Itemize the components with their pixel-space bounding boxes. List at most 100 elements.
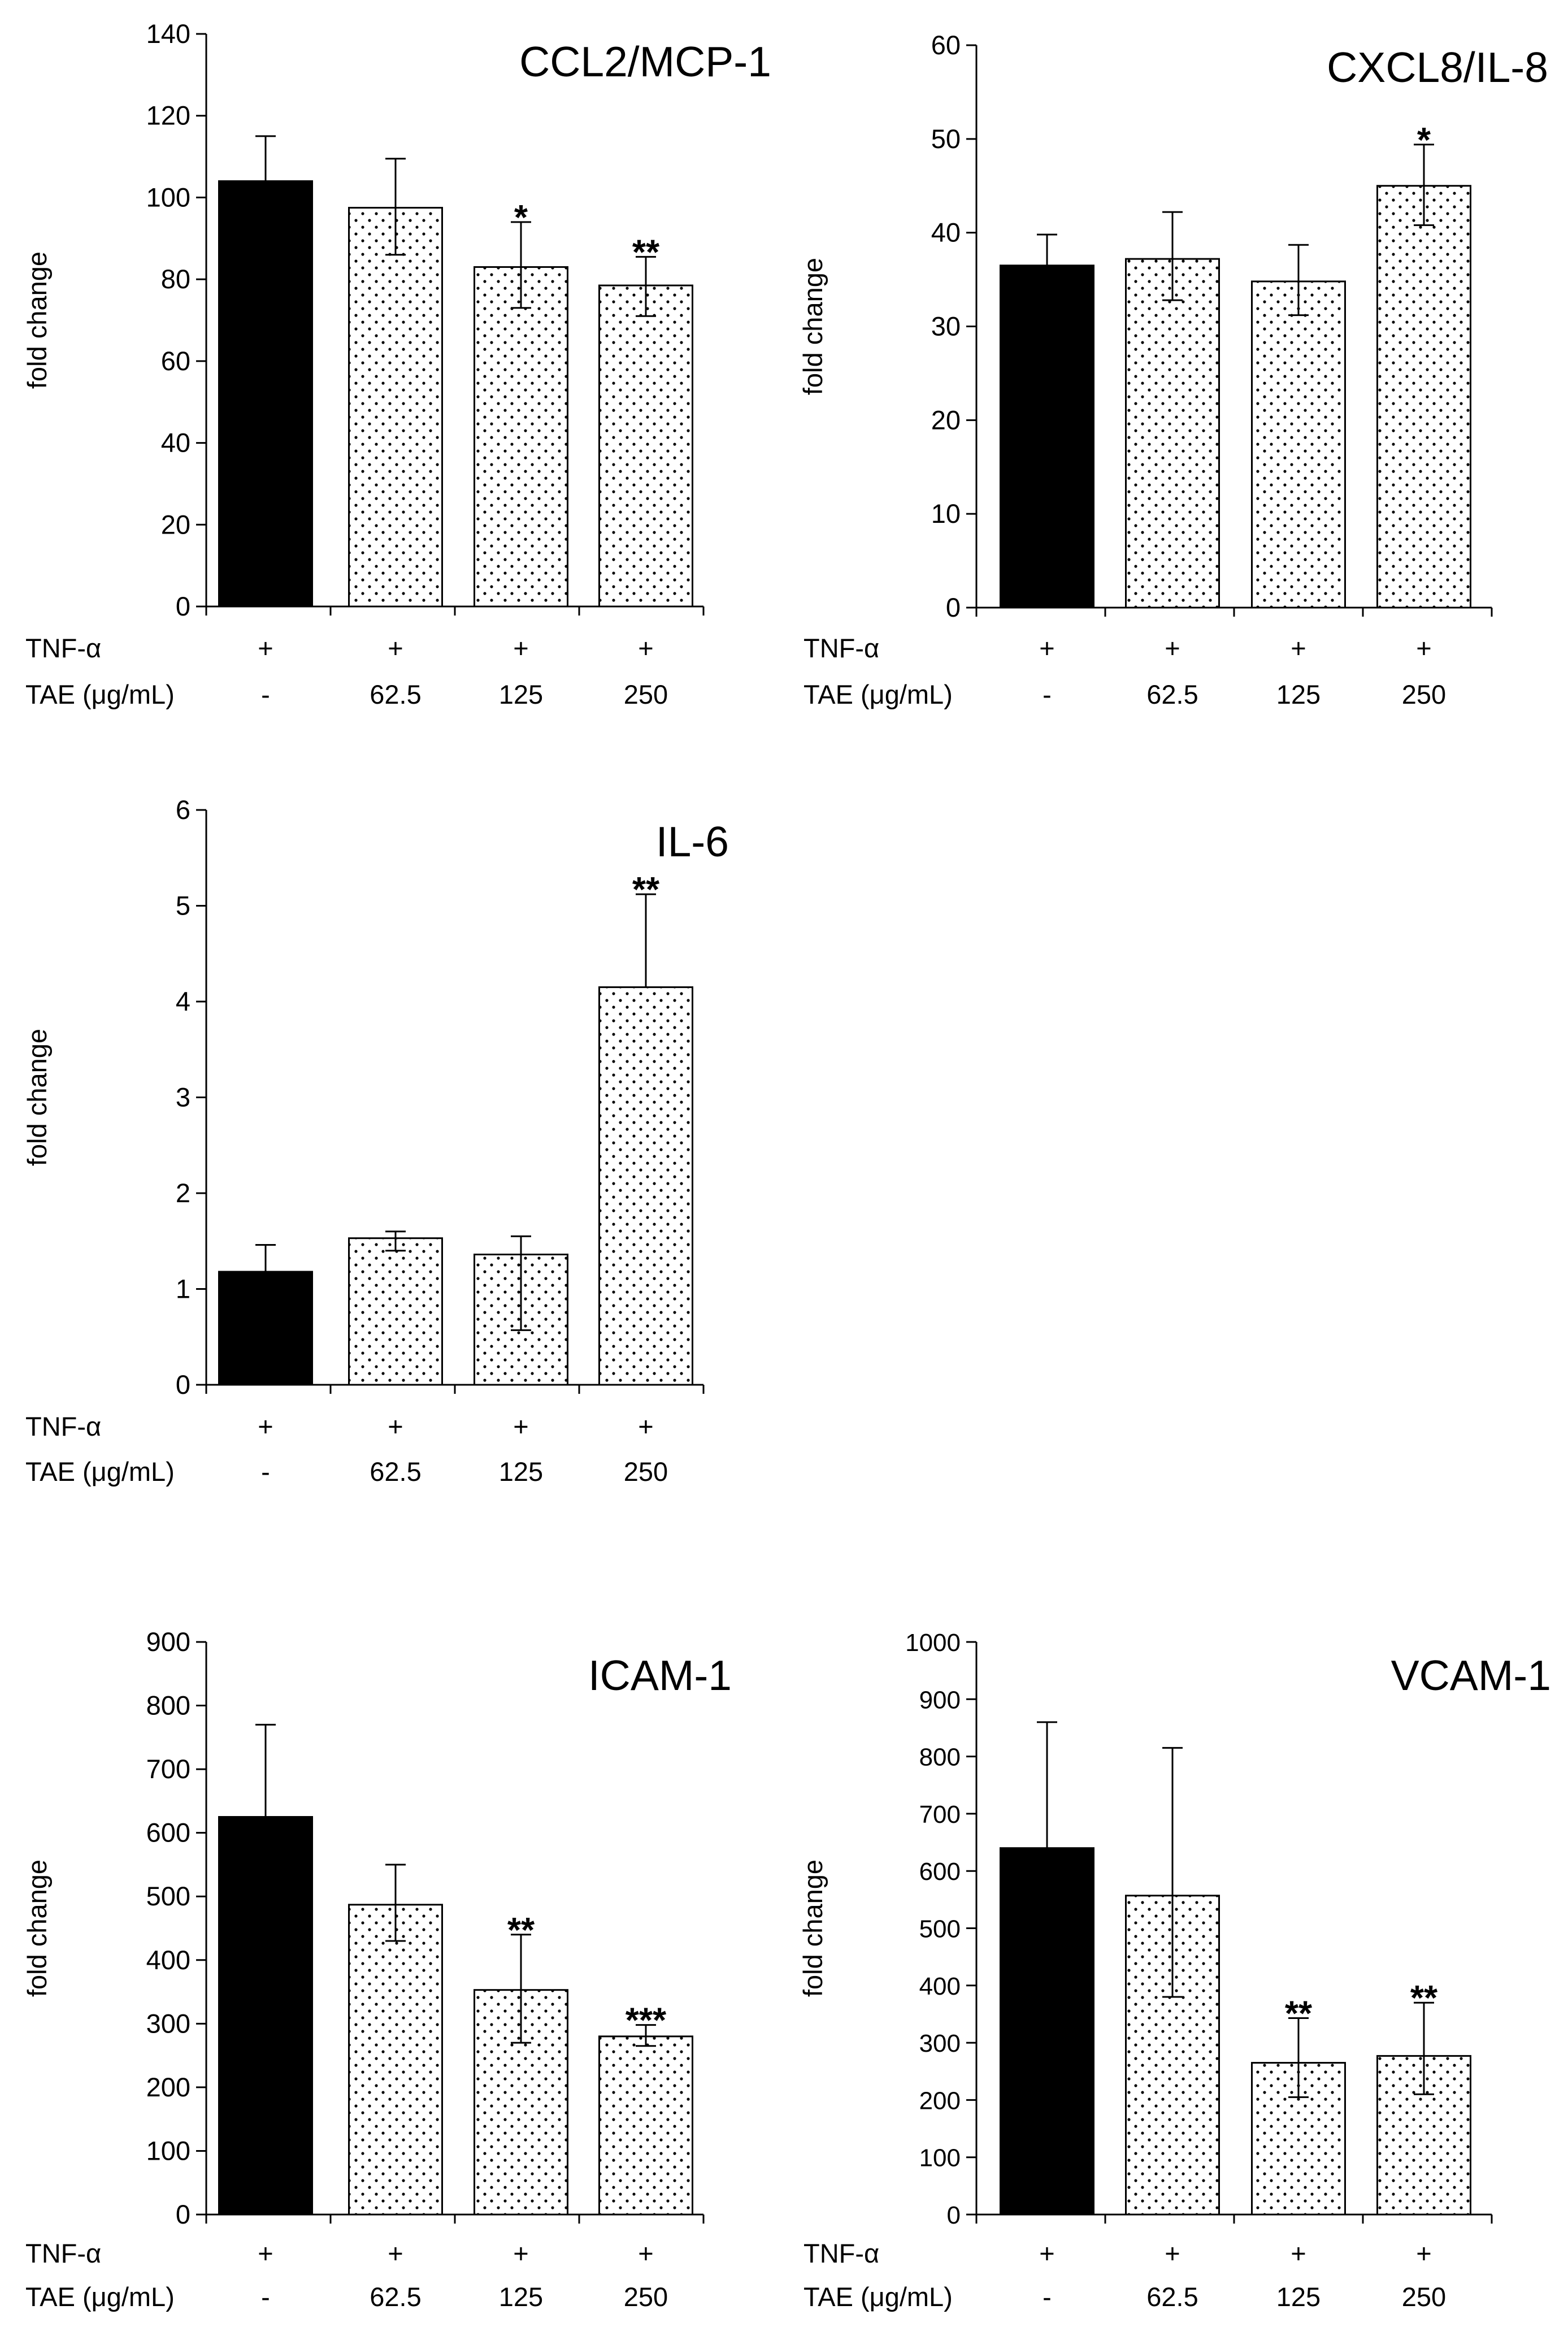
treatment-value: + bbox=[258, 1411, 273, 1441]
treatment-row-label: TNF-α bbox=[25, 633, 101, 663]
treatment-value: + bbox=[1291, 2238, 1306, 2268]
y-tick-label: 700 bbox=[146, 1754, 190, 1784]
bar bbox=[474, 266, 568, 608]
y-tick-label: 100 bbox=[146, 182, 190, 212]
dose-label: 125 bbox=[1276, 679, 1321, 709]
y-axis-title: fold change bbox=[798, 258, 828, 395]
chart-panel-5: 0 100 200 300 400 500 600 700 800 900 1000 fold cha… bbox=[798, 1629, 1551, 2312]
dose-label: 62.5 bbox=[370, 2282, 421, 2312]
y-tick-label: 10 bbox=[931, 499, 961, 528]
y-tick-label: 1 bbox=[176, 1274, 190, 1304]
significance-mark: ** bbox=[632, 233, 660, 272]
dose-label: 125 bbox=[499, 1457, 543, 1487]
significance-mark: * bbox=[1417, 121, 1431, 160]
chart-title: ICAM-1 bbox=[588, 1652, 732, 1699]
significance-mark: ** bbox=[1410, 1979, 1438, 2018]
chart-panel-2: 0 10 20 30 40 50 60 fold change CXCL8/IL-8 + - +62.… bbox=[798, 30, 1548, 709]
treatment-row-label: TNF-α bbox=[25, 1411, 101, 1441]
treatment-row-label: TNF-α bbox=[803, 2238, 879, 2268]
y-tick-label: 200 bbox=[919, 2087, 961, 2114]
dose-label: - bbox=[1043, 679, 1052, 709]
dose-label: 125 bbox=[499, 679, 543, 709]
y-tick-label: 20 bbox=[161, 509, 190, 539]
y-tick-label: 600 bbox=[146, 1818, 190, 1848]
y-tick-label: 400 bbox=[146, 1945, 190, 1975]
bar bbox=[218, 180, 313, 608]
treatment-value: + bbox=[1416, 633, 1431, 663]
y-tick-label: 800 bbox=[919, 1744, 961, 1771]
y-tick-label: 80 bbox=[161, 264, 190, 294]
dose-label: 250 bbox=[1402, 2282, 1446, 2312]
treatment-value: + bbox=[388, 633, 403, 663]
y-tick-label: 60 bbox=[931, 30, 961, 60]
chart-panel-4: 0 100 200 300 400 500 600 700 800 900 fold change I… bbox=[22, 1627, 732, 2312]
treatment-value: + bbox=[638, 2238, 653, 2268]
y-tick-label: 40 bbox=[931, 218, 961, 248]
dose-label: - bbox=[1043, 2282, 1052, 2312]
dose-label: 62.5 bbox=[370, 679, 421, 709]
chart-panel-1: 0 20 40 60 80 100 120 140 fold change CCL2/MCP-1 +… bbox=[22, 19, 771, 709]
y-tick-label: 500 bbox=[919, 1916, 961, 1943]
y-axis-title: fold change bbox=[22, 1860, 52, 1997]
y-tick-label: 0 bbox=[947, 2202, 961, 2229]
bar bbox=[348, 207, 443, 608]
dose-label: 62.5 bbox=[1146, 679, 1198, 709]
bar bbox=[1125, 258, 1220, 609]
dose-row-label: TAE (μg/mL) bbox=[25, 2282, 175, 2312]
dose-label: 62.5 bbox=[370, 1457, 421, 1487]
y-tick-label: 50 bbox=[931, 124, 961, 154]
y-axis-title: fold change bbox=[22, 252, 52, 389]
y-tick-label: 300 bbox=[146, 2008, 190, 2038]
y-tick-label: 40 bbox=[161, 428, 190, 458]
y-tick-label: 500 bbox=[146, 1881, 190, 1911]
treatment-value: + bbox=[1165, 633, 1180, 663]
treatment-value: + bbox=[638, 1411, 653, 1441]
significance-mark: *** bbox=[626, 2001, 667, 2040]
y-tick-label: 600 bbox=[919, 1858, 961, 1886]
y-tick-label: 6 bbox=[176, 795, 190, 825]
bar bbox=[218, 1271, 313, 1386]
bar bbox=[1000, 1847, 1094, 2216]
treatment-value: + bbox=[513, 2238, 528, 2268]
dose-label: 62.5 bbox=[1146, 2282, 1198, 2312]
y-tick-label: 4 bbox=[176, 986, 190, 1016]
y-tick-label: 60 bbox=[161, 346, 190, 376]
chart-title: CCL2/MCP-1 bbox=[519, 38, 771, 85]
bar bbox=[598, 986, 693, 1386]
treatment-value: + bbox=[1039, 633, 1054, 663]
chart-title: VCAM-1 bbox=[1391, 1652, 1551, 1699]
treatment-value: + bbox=[1416, 2238, 1431, 2268]
dose-label: - bbox=[261, 2282, 270, 2312]
significance-mark: * bbox=[514, 198, 528, 237]
y-tick-label: 100 bbox=[919, 2144, 961, 2172]
dose-label: 250 bbox=[624, 679, 668, 709]
y-tick-label: 0 bbox=[176, 2199, 190, 2229]
y-tick-label: 900 bbox=[919, 1686, 961, 1714]
y-tick-label: 120 bbox=[146, 101, 190, 131]
y-tick-label: 900 bbox=[146, 1627, 190, 1657]
y-tick-label: 30 bbox=[931, 311, 961, 341]
significance-mark: ** bbox=[632, 870, 660, 909]
dose-label: 250 bbox=[624, 1457, 668, 1487]
bar bbox=[1251, 280, 1346, 609]
treatment-value: + bbox=[1291, 633, 1306, 663]
bar bbox=[598, 2035, 693, 2216]
y-tick-label: 300 bbox=[919, 2030, 961, 2057]
y-tick-label: 0 bbox=[176, 591, 190, 621]
y-tick-label: 3 bbox=[176, 1082, 190, 1112]
chart-title: CXCL8/IL-8 bbox=[1327, 44, 1548, 91]
treatment-value: + bbox=[258, 2238, 273, 2268]
bar bbox=[348, 1904, 443, 2216]
y-tick-label: 200 bbox=[146, 2072, 190, 2102]
y-tick-label: 5 bbox=[176, 891, 190, 921]
y-tick-label: 140 bbox=[146, 19, 190, 49]
treatment-row-label: TNF-α bbox=[803, 633, 879, 663]
bar bbox=[348, 1237, 443, 1386]
y-tick-label: 0 bbox=[176, 1370, 190, 1399]
y-tick-label: 100 bbox=[146, 2135, 190, 2165]
significance-mark: ** bbox=[1285, 1995, 1313, 2034]
bar bbox=[218, 1816, 313, 2216]
dose-label: 125 bbox=[1276, 2282, 1321, 2312]
dose-row-label: TAE (μg/mL) bbox=[25, 679, 175, 709]
treatment-value: + bbox=[258, 633, 273, 663]
